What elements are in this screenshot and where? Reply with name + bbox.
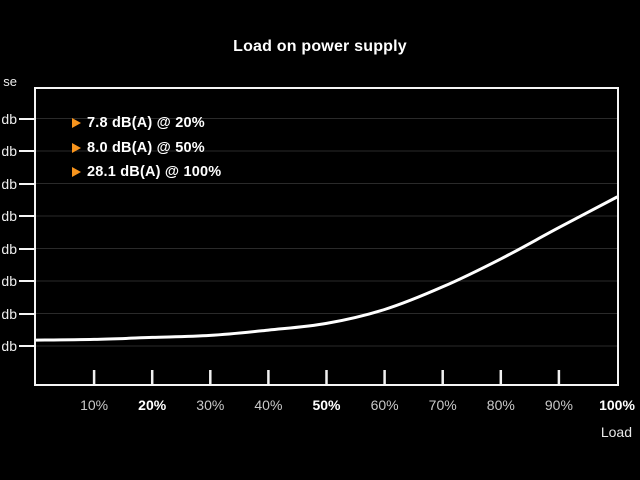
y-axis-tick <box>19 150 34 152</box>
y-axis-tick <box>19 280 34 282</box>
y-axis-tick-label: db <box>1 339 17 353</box>
y-axis-tick-label: db <box>1 209 17 223</box>
x-axis-title: Load <box>600 424 632 440</box>
x-axis-tick-label: 60% <box>370 397 399 413</box>
triangle-marker-icon <box>72 142 81 153</box>
y-axis-tick-label: db <box>1 144 17 158</box>
noise-level-curve <box>36 195 617 342</box>
y-axis-title-partial: se <box>3 75 17 89</box>
x-axis-tick-label: 70% <box>428 397 457 413</box>
x-axis-tick-label: 20% <box>138 397 167 413</box>
legend-item: 28.1 dB(A) @ 100% <box>72 162 221 182</box>
x-axis-tick-label: 80% <box>486 397 515 413</box>
triangle-marker-icon <box>72 118 81 128</box>
x-axis-tick-label: 30% <box>196 397 225 413</box>
y-axis-tick-label: db <box>1 274 17 288</box>
y-axis-tick-label: db <box>1 176 17 191</box>
x-axis-tick-label: 100% <box>599 397 635 413</box>
y-axis-tick <box>19 215 34 217</box>
y-axis-tick <box>19 247 34 250</box>
legend-item-label: 8.0 dB(A) @ 50% <box>87 139 205 156</box>
legend-item-label: 7.8 dB(A) @ 20% <box>87 115 205 131</box>
y-axis-tick <box>19 345 34 347</box>
y-axis-tick-label: db <box>1 241 17 256</box>
y-axis-tick <box>19 182 34 185</box>
legend-item-label: 28.1 dB(A) @ 100% <box>87 164 222 180</box>
y-axis-tick-label: db <box>1 111 17 126</box>
legend-item: 8.0 dB(A) @ 50% <box>72 138 205 158</box>
x-axis-tick-label: 40% <box>254 397 283 413</box>
y-axis-tick <box>19 117 34 120</box>
noise-curve-svg <box>36 118 617 384</box>
x-axis-tick-label: 10% <box>80 397 109 413</box>
plot-area <box>34 87 619 386</box>
x-axis-tick-label: 50% <box>312 397 341 413</box>
chart-title: Load on power supply <box>233 38 407 55</box>
legend-item: 7.8 dB(A) @ 20% <box>72 113 205 133</box>
y-axis-tick <box>19 312 34 315</box>
y-axis-tick-label: db <box>1 306 17 321</box>
x-axis-tick-label: 90% <box>544 397 573 413</box>
triangle-marker-icon <box>72 167 81 177</box>
